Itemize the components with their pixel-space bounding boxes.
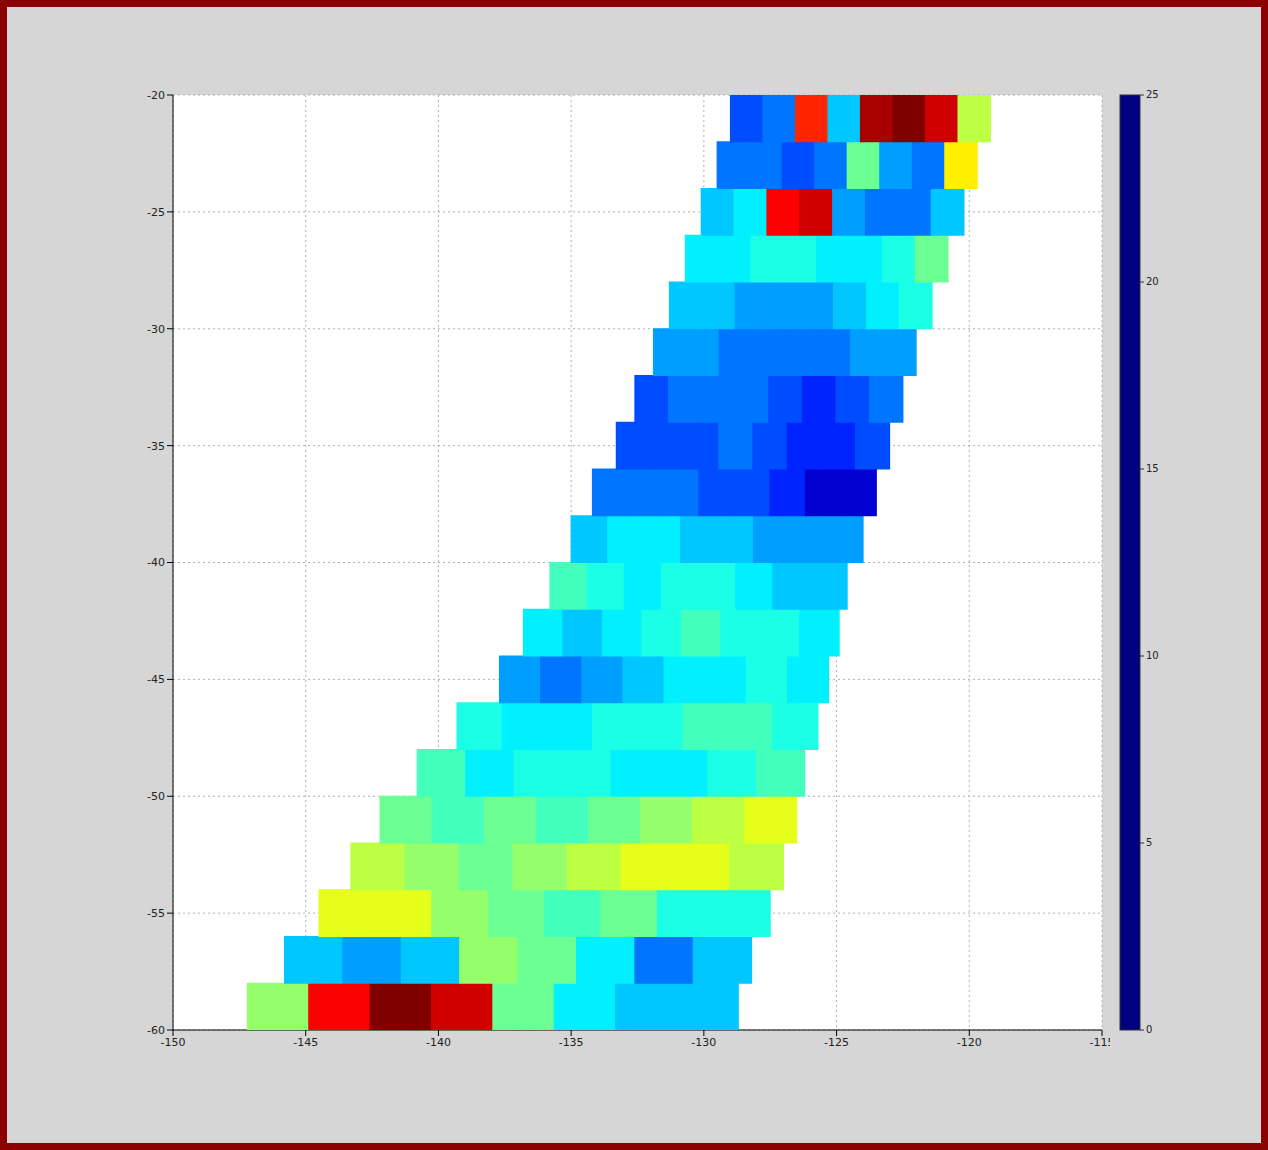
svg-text:-25: -25 [147, 206, 165, 219]
svg-text:5: 5 [1146, 837, 1152, 848]
svg-text:-35: -35 [147, 440, 165, 453]
svg-text:-145: -145 [293, 1036, 318, 1049]
svg-text:15: 15 [1146, 463, 1159, 474]
svg-text:25: 25 [1146, 89, 1159, 100]
svg-text:-40: -40 [147, 556, 165, 569]
svg-text:-120: -120 [957, 1036, 982, 1049]
svg-text:-60: -60 [147, 1024, 165, 1037]
svg-text:-135: -135 [559, 1036, 584, 1049]
svg-text:-55: -55 [147, 907, 165, 920]
svg-text:-20: -20 [147, 89, 165, 102]
svg-text:-130: -130 [691, 1036, 716, 1049]
svg-text:-125: -125 [824, 1036, 849, 1049]
svg-text:-150: -150 [161, 1036, 186, 1049]
svg-text:-45: -45 [147, 673, 165, 686]
svg-text:-140: -140 [426, 1036, 451, 1049]
svg-text:-115: -115 [1090, 1036, 1110, 1049]
svg-text:10: 10 [1146, 650, 1159, 661]
svg-text:0: 0 [1146, 1024, 1152, 1035]
svg-text:20: 20 [1146, 276, 1159, 287]
svg-text:-50: -50 [147, 790, 165, 803]
svg-text:-30: -30 [147, 323, 165, 336]
